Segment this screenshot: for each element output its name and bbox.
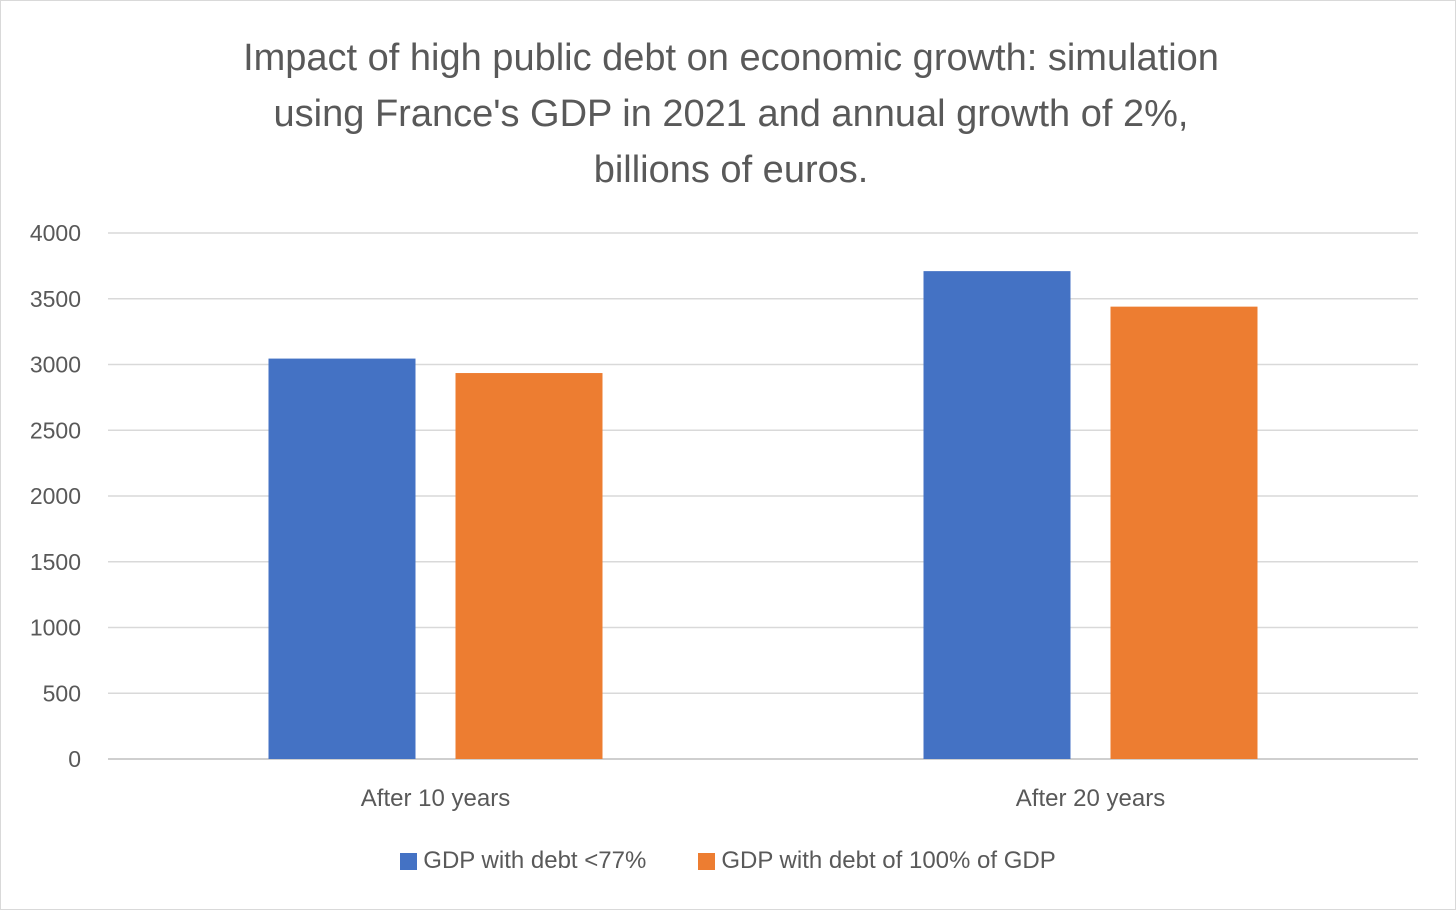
legend-swatch-series-2 <box>698 852 716 870</box>
legend-item-series-1: GDP with debt <77% <box>400 847 646 875</box>
y-tick-label: 2000 <box>30 483 81 509</box>
x-category-label: After 20 years <box>1016 785 1165 812</box>
bar-series-1-category-1 <box>268 358 416 759</box>
bar-series-2-category-1 <box>455 373 603 759</box>
chart-title-line-2: using France's GDP in 2021 and annual gr… <box>273 93 1189 135</box>
legend-label-series-2: GDP with debt of 100% of GDP <box>721 847 1056 874</box>
chart-title-line-3: billions of euros. <box>593 149 869 191</box>
y-tick-label: 3500 <box>30 286 81 312</box>
x-category-label: After 10 years <box>361 785 510 812</box>
x-axis-category-labels: After 10 years After 20 years <box>361 785 1165 812</box>
chart-title: Impact of high public debt on economic g… <box>140 30 1322 198</box>
chart-title-line-1: Impact of high public debt on economic g… <box>243 37 1219 79</box>
bar-series-2-category-2 <box>1110 306 1258 759</box>
legend-label-series-1: GDP with debt <77% <box>423 847 647 874</box>
bar-series-1-category-2 <box>923 271 1071 759</box>
y-tick-label: 1500 <box>30 549 81 575</box>
y-tick-label: 4000 <box>30 220 81 246</box>
bars <box>268 271 1258 759</box>
y-tick-label: 2500 <box>30 417 81 443</box>
y-tick-label: 500 <box>43 680 81 706</box>
y-axis-tick-labels: 0 500 1000 1500 2000 2500 3000 3500 4000 <box>30 220 81 772</box>
legend-item-series-2: GDP with debt of 100% of GDP <box>698 847 1056 875</box>
y-tick-label: 1000 <box>30 615 81 641</box>
y-tick-label: 0 <box>68 746 81 772</box>
y-tick-label: 3000 <box>30 352 81 378</box>
legend-swatch-series-1 <box>400 852 418 870</box>
legend: GDP with debt <77% GDP with debt of 100%… <box>0 845 1456 877</box>
